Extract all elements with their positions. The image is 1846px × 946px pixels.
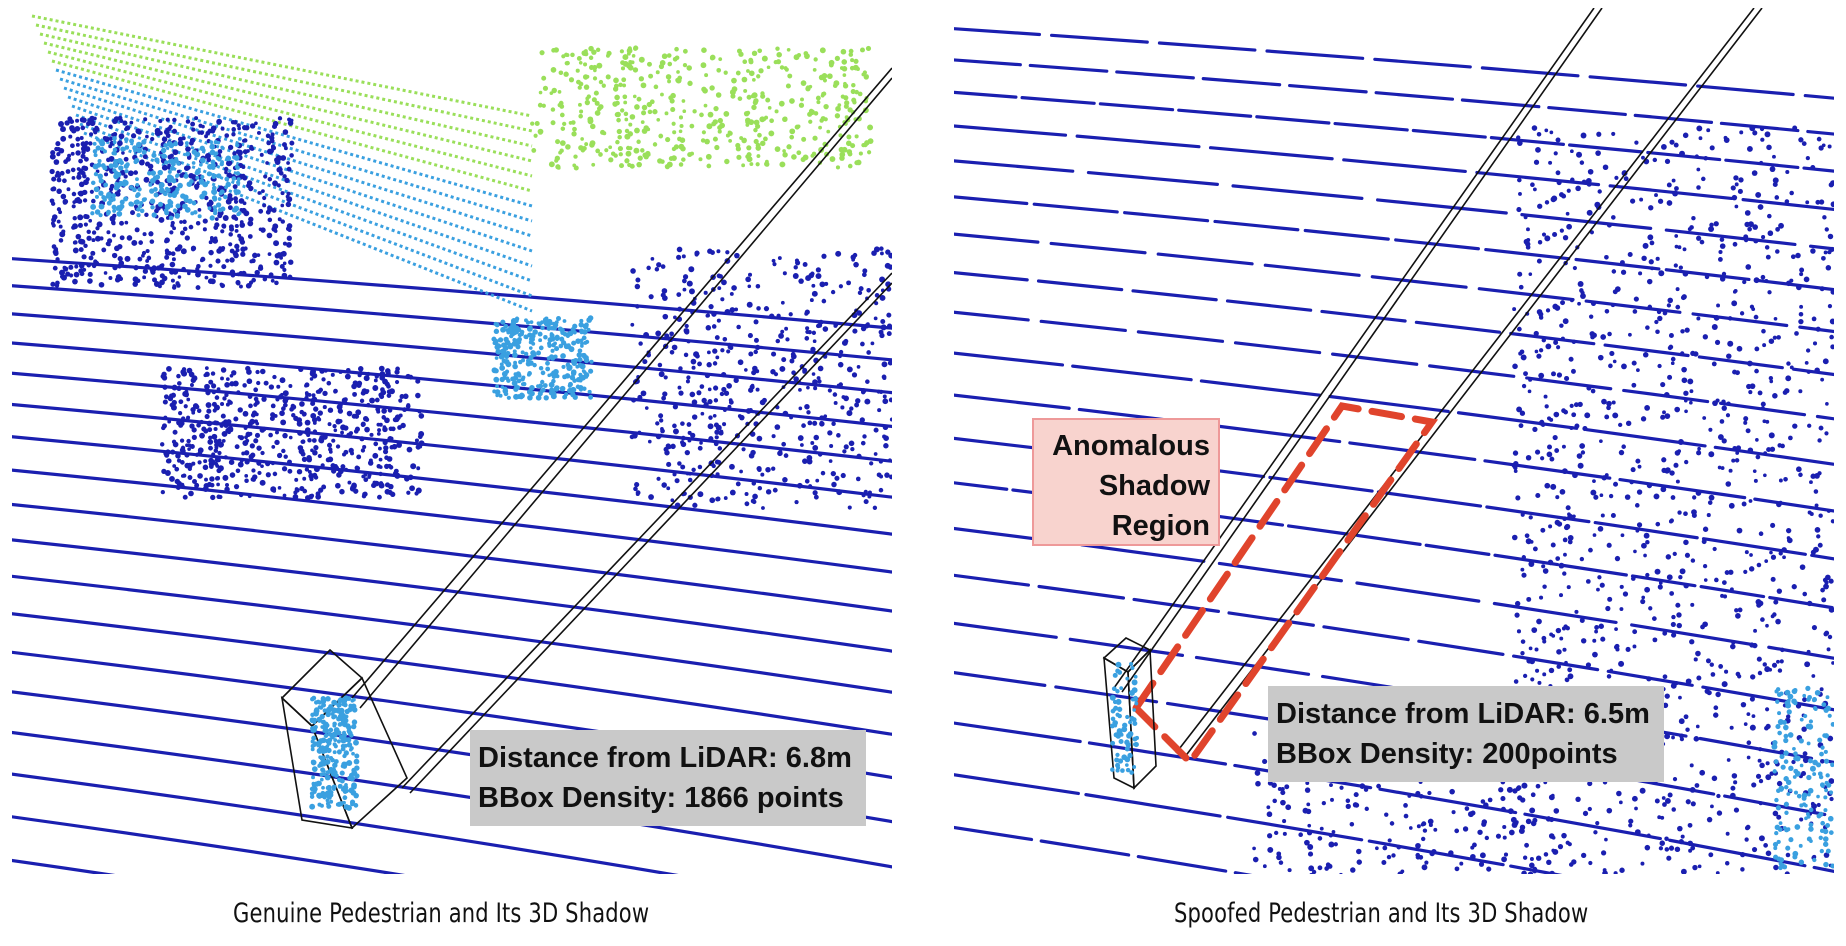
anomalous-region-outline (1132, 402, 1439, 768)
corner-object-points (1771, 685, 1834, 871)
shadow-region-outline (351, 67, 892, 794)
genuine-info-box: Distance from LiDAR: 6.8m BBox Density: … (470, 730, 866, 826)
pedestrian-points (309, 695, 360, 811)
pedestrian-bbox (280, 648, 408, 830)
spoofed-info-box: Distance from LiDAR: 6.5m BBox Density: … (1268, 686, 1664, 782)
genuine-caption: Genuine Pedestrian and Its 3D Shadow (233, 898, 650, 929)
spoofed-pointcloud-image (954, 8, 1834, 874)
spoofed-pointcloud-panel: Anomalous Shadow Region Distance from Li… (954, 8, 1834, 874)
anomalous-shadow-label: Anomalous Shadow Region (1032, 418, 1220, 546)
genuine-pointcloud-panel: Distance from LiDAR: 6.8m BBox Density: … (12, 8, 892, 874)
building-points (31, 14, 533, 313)
bush-points (491, 315, 594, 401)
spoofed-caption: Spoofed Pedestrian and Its 3D Shadow (1174, 898, 1589, 929)
vegetation-points (159, 365, 425, 501)
pedestrian-bbox (1102, 637, 1157, 790)
right-structure-points (629, 246, 892, 510)
far-wall-points (530, 45, 874, 171)
pedestrian-points (1109, 661, 1140, 775)
genuine-distance-text: Distance from LiDAR: 6.8m (478, 742, 852, 774)
anomaly-label-line-2: Shadow (1098, 470, 1210, 502)
anomaly-label-line-3: Region (1111, 510, 1210, 542)
tree-top-points (90, 136, 242, 221)
right-side-points (1511, 125, 1834, 874)
anomaly-label-line-1: Anomalous (1052, 430, 1210, 462)
spoofed-distance-text: Distance from LiDAR: 6.5m (1276, 698, 1650, 730)
spoofed-density-text: BBox Density: 200points (1276, 738, 1618, 770)
genuine-density-text: BBox Density: 1866 points (478, 782, 844, 814)
